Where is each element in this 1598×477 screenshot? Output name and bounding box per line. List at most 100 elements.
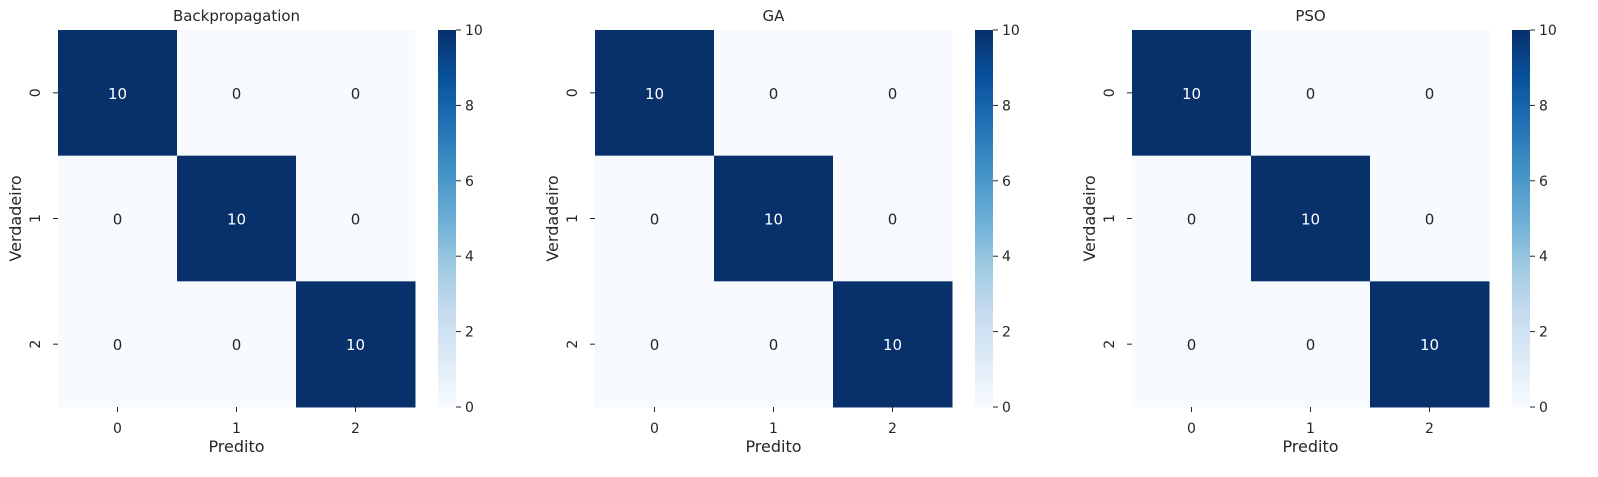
colorbar-tick-label-4: 8 (1002, 98, 1011, 114)
colorbar-tick-label-1: 2 (1539, 325, 1548, 341)
heatmap-cell-2-0 (1132, 281, 1252, 408)
chart-title: Backpropagation (173, 7, 300, 25)
heatmap-cell-2-0 (595, 281, 715, 408)
cell-value-label-1-2: 0 (1425, 211, 1435, 229)
heatmap-cell-1-0 (58, 155, 178, 282)
y-axis-label: Verdadeiro (6, 175, 25, 261)
x-tick-label-1: 1 (769, 421, 778, 437)
colorbar-tick-label-4: 8 (465, 98, 474, 114)
heatmap-cell-0-2 (833, 30, 953, 157)
heatmap-cell-0-0 (58, 30, 178, 157)
cell-value-label-1-1: 10 (227, 211, 246, 229)
cell-value-label-0-1: 0 (232, 85, 242, 103)
colorbar-tick-label-3: 6 (1539, 174, 1548, 190)
cell-value-label-0-2: 0 (888, 85, 898, 103)
heatmap-cell-2-1 (714, 281, 834, 408)
colorbar-tick-label-2: 4 (465, 249, 474, 265)
heatmap-cell-2-2 (1370, 281, 1490, 408)
x-axis-label: Predito (745, 437, 801, 456)
colorbar-tick-label-3: 6 (465, 174, 474, 190)
x-tick-label-0: 0 (113, 421, 122, 437)
y-tick-label-1: 1 (28, 214, 44, 223)
heatmap-cell-1-1 (714, 155, 834, 282)
heatmap-cell-2-1 (177, 281, 297, 408)
colorbar-tick-label-1: 2 (1002, 325, 1011, 341)
y-tick-label-2: 2 (1102, 340, 1118, 349)
colorbar-tick-label-2: 4 (1002, 249, 1011, 265)
heatmap-cell-2-0 (58, 281, 178, 408)
cell-value-label-0-2: 0 (351, 85, 361, 103)
cell-value-label-2-0: 0 (113, 336, 123, 354)
cell-value-label-1-0: 0 (113, 211, 123, 229)
x-tick-label-1: 1 (1306, 421, 1315, 437)
heatmap-panel-1: 10 0 0 0 10 0 0 0 10 GA 0 1 2 Predito 0 1 2 Verdadeiro 0 2 4… (543, 7, 1020, 456)
cell-value-label-1-1: 10 (1301, 211, 1320, 229)
x-tick-label-2: 2 (1425, 421, 1434, 437)
colorbar (1512, 30, 1530, 407)
heatmap-cell-1-0 (595, 155, 715, 282)
cell-value-label-0-0: 10 (108, 85, 127, 103)
heatmap-cell-2-2 (833, 281, 953, 408)
x-tick-label-0: 0 (1187, 421, 1196, 437)
cell-value-label-2-2: 10 (883, 336, 902, 354)
heatmap-panel-2: 10 0 0 0 10 0 0 0 10 PSO 0 1 2 Predito 0 1 2 Verdadeiro 0 2… (1080, 7, 1557, 456)
x-axis-label: Predito (1282, 437, 1338, 456)
y-tick-label-0: 0 (565, 88, 581, 97)
x-tick-label-1: 1 (232, 421, 241, 437)
heatmap-cell-1-2 (833, 155, 953, 282)
x-axis-label: Predito (208, 437, 264, 456)
y-tick-label-1: 1 (565, 214, 581, 223)
cell-value-label-1-1: 10 (764, 211, 783, 229)
heatmap-cell-0-1 (177, 30, 297, 157)
chart-title: GA (763, 7, 786, 25)
colorbar (438, 30, 456, 407)
cell-value-label-2-0: 0 (650, 336, 660, 354)
heatmap-cell-0-0 (1132, 30, 1252, 157)
colorbar-tick-label-5: 10 (1539, 23, 1557, 39)
heatmap-cell-1-2 (1370, 155, 1490, 282)
cell-value-label-1-0: 0 (1187, 211, 1197, 229)
heatmap-cell-0-1 (1251, 30, 1371, 157)
cell-value-label-0-2: 0 (1425, 85, 1435, 103)
colorbar-tick-label-0: 0 (1539, 400, 1548, 416)
y-tick-label-0: 0 (1102, 88, 1118, 97)
heatmap-cell-0-2 (1370, 30, 1490, 157)
heatmap-cell-1-2 (296, 155, 416, 282)
y-tick-label-0: 0 (28, 88, 44, 97)
x-tick-label-0: 0 (650, 421, 659, 437)
cell-value-label-2-1: 0 (1306, 336, 1316, 354)
y-axis-label: Verdadeiro (543, 175, 562, 261)
heatmap-cell-1-1 (177, 155, 297, 282)
cell-value-label-0-0: 10 (645, 85, 664, 103)
cell-value-label-1-2: 0 (351, 211, 361, 229)
heatmap-cell-0-0 (595, 30, 715, 157)
colorbar-tick-label-3: 6 (1002, 174, 1011, 190)
colorbar-tick-label-0: 0 (465, 400, 474, 416)
heatmap-cell-1-0 (1132, 155, 1252, 282)
cell-value-label-1-0: 0 (650, 211, 660, 229)
colorbar-tick-label-1: 2 (465, 325, 474, 341)
cell-value-label-2-2: 10 (1420, 336, 1439, 354)
heatmap-cell-2-1 (1251, 281, 1371, 408)
cell-value-label-0-0: 10 (1182, 85, 1201, 103)
heatmap-cell-0-2 (296, 30, 416, 157)
heatmap-cell-0-1 (714, 30, 834, 157)
chart-title: PSO (1295, 7, 1325, 25)
cell-value-label-2-1: 0 (769, 336, 779, 354)
heatmap-cell-1-1 (1251, 155, 1371, 282)
heatmap-cell-2-2 (296, 281, 416, 408)
y-tick-label-1: 1 (1102, 214, 1118, 223)
colorbar (975, 30, 993, 407)
x-tick-label-2: 2 (888, 421, 897, 437)
colorbar-tick-label-2: 4 (1539, 249, 1548, 265)
y-tick-label-2: 2 (565, 340, 581, 349)
y-axis-label: Verdadeiro (1080, 175, 1099, 261)
cell-value-label-2-1: 0 (232, 336, 242, 354)
cell-value-label-2-0: 0 (1187, 336, 1197, 354)
heatmap-panel-0: 10 0 0 0 10 0 0 0 10 Backpropagation 0 1 2 Predito 0 1 2… (6, 7, 483, 456)
cell-value-label-0-1: 0 (1306, 85, 1316, 103)
cell-value-label-0-1: 0 (769, 85, 779, 103)
colorbar-tick-label-0: 0 (1002, 400, 1011, 416)
